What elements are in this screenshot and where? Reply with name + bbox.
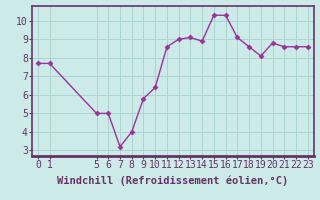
X-axis label: Windchill (Refroidissement éolien,°C): Windchill (Refroidissement éolien,°C) (57, 176, 288, 186)
